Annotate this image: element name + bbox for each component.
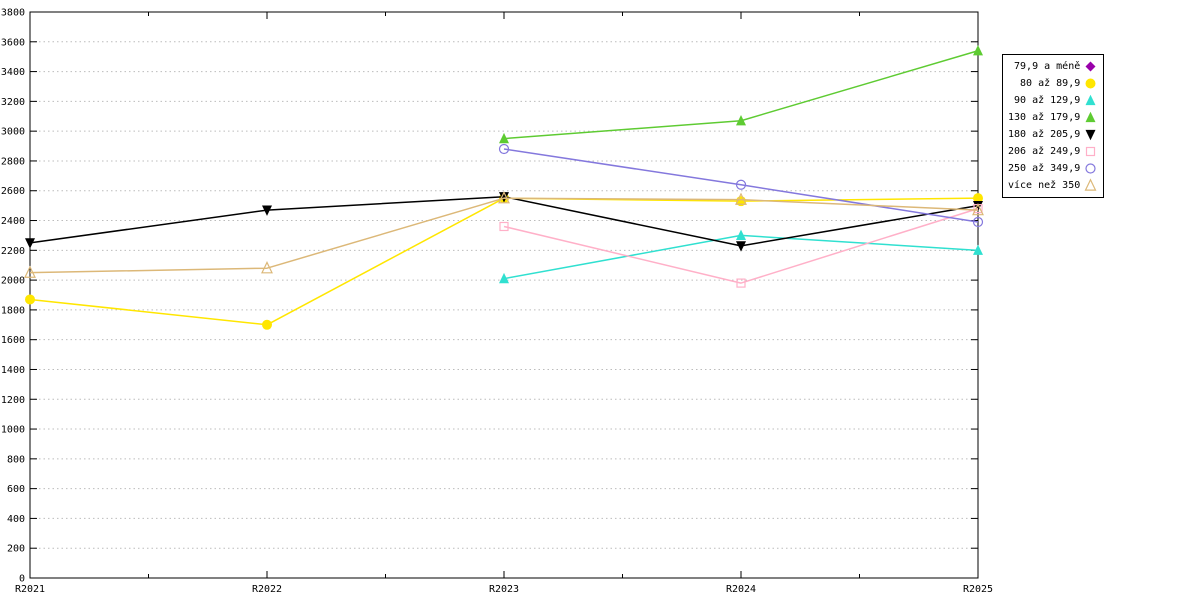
legend-label: 90 až 129,9 bbox=[1014, 95, 1081, 106]
legend-label: 180 až 205,9 bbox=[1008, 129, 1081, 140]
series-line bbox=[503, 148, 979, 223]
series-line bbox=[503, 207, 979, 284]
y-tick-label: 2600 bbox=[1, 186, 25, 197]
y-tick-label: 800 bbox=[7, 454, 25, 465]
marker-triangle-down-filled bbox=[736, 241, 746, 252]
series-line bbox=[29, 197, 979, 274]
y-tick-label: 2400 bbox=[1, 216, 25, 227]
marker-circle-open bbox=[1085, 163, 1096, 174]
marker-triangle-down-filled bbox=[499, 192, 509, 203]
y-tick-label: 1200 bbox=[1, 395, 25, 406]
marker-triangle-filled bbox=[499, 272, 509, 284]
legend-marker bbox=[1084, 178, 1097, 191]
legend-marker bbox=[1085, 78, 1096, 89]
marker-triangle-filled bbox=[736, 114, 746, 126]
legend-marker bbox=[1085, 61, 1096, 72]
marker-triangle-open bbox=[972, 202, 984, 216]
marker-triangle-filled bbox=[1085, 94, 1096, 106]
legend-marker bbox=[1085, 163, 1096, 174]
marker-circle-filled bbox=[262, 319, 272, 330]
x-tick-label: R2022 bbox=[252, 584, 282, 595]
y-tick-label: 3600 bbox=[1, 37, 25, 48]
y-tick-label: 2800 bbox=[1, 156, 25, 167]
marker-triangle-filled bbox=[973, 44, 983, 56]
legend-item: 130 až 179,9 bbox=[1008, 109, 1098, 126]
legend-marker bbox=[1085, 111, 1096, 123]
marker-diamond-filled bbox=[1085, 61, 1096, 72]
legend-item: 79,9 a méně bbox=[1008, 58, 1098, 75]
y-tick-label: 1800 bbox=[1, 305, 25, 316]
y-tick-label: 3800 bbox=[1, 8, 25, 19]
y-tick-label: 400 bbox=[7, 514, 25, 525]
marker-triangle-filled bbox=[1085, 111, 1096, 123]
y-tick-label: 0 bbox=[19, 574, 25, 585]
legend-label: 250 až 349,9 bbox=[1008, 163, 1081, 174]
marker-triangle-down-filled bbox=[262, 205, 272, 216]
y-tick-label: 3000 bbox=[1, 127, 25, 138]
marker-triangle-filled bbox=[736, 229, 746, 241]
y-tick-label: 1400 bbox=[1, 365, 25, 376]
legend-marker bbox=[1086, 146, 1096, 157]
x-tick-label: R2023 bbox=[489, 584, 519, 595]
series-line bbox=[503, 50, 979, 140]
y-tick-label: 200 bbox=[7, 544, 25, 555]
legend-label: více než 350 bbox=[1008, 180, 1081, 191]
marker-triangle-down-filled bbox=[973, 201, 983, 212]
legend-item: 90 až 129,9 bbox=[1008, 92, 1098, 109]
marker-square-open bbox=[1086, 146, 1096, 157]
legend-item: 206 až 249,9 bbox=[1008, 143, 1098, 160]
y-tick-label: 2000 bbox=[1, 276, 25, 287]
series-line bbox=[29, 197, 979, 326]
legend-label: 80 až 89,9 bbox=[1020, 78, 1081, 89]
marker-circle-open bbox=[498, 143, 510, 155]
marker-triangle-filled bbox=[973, 244, 983, 255]
legend-item: 180 až 205,9 bbox=[1008, 126, 1098, 143]
marker-triangle-down-filled bbox=[25, 238, 35, 249]
marker-circle-open bbox=[972, 216, 984, 228]
marker-triangle-down-filled bbox=[1085, 129, 1096, 141]
legend-label: 79,9 a méně bbox=[1014, 61, 1081, 72]
marker-square-open bbox=[499, 221, 509, 232]
marker-circle-filled bbox=[1085, 78, 1096, 89]
marker-triangle-open bbox=[1084, 178, 1097, 191]
marker-square-open bbox=[736, 278, 746, 288]
y-tick-label: 1600 bbox=[1, 335, 25, 346]
legend-marker bbox=[1085, 129, 1096, 141]
y-tick-label: 3400 bbox=[1, 67, 25, 78]
legend-label: 130 až 179,9 bbox=[1008, 112, 1081, 123]
marker-triangle-open bbox=[24, 265, 36, 278]
marker-circle-filled bbox=[25, 294, 35, 305]
plot-border bbox=[29, 11, 979, 579]
y-tick-label: 3200 bbox=[1, 97, 25, 108]
x-tick-label: R2021 bbox=[15, 584, 45, 595]
x-tick-label: R2024 bbox=[726, 584, 756, 595]
legend-item: více než 350 bbox=[1008, 177, 1098, 194]
x-tick-label: R2025 bbox=[963, 584, 993, 595]
marker-triangle-filled bbox=[499, 132, 509, 144]
legend: 79,9 a méně 80 až 89,9 90 až 129,9 130 až 1… bbox=[1002, 54, 1105, 198]
y-tick-label: 600 bbox=[7, 484, 25, 495]
marker-triangle-open bbox=[261, 261, 273, 274]
y-tick-label: 1000 bbox=[1, 425, 25, 436]
legend-marker bbox=[1085, 94, 1096, 106]
marker-circle-filled bbox=[973, 193, 983, 204]
legend-label: 206 až 249,9 bbox=[1008, 146, 1081, 157]
marker-circle-open bbox=[735, 179, 747, 190]
legend-item: 250 až 349,9 bbox=[1008, 160, 1098, 177]
legend-item: 80 až 89,9 bbox=[1008, 75, 1098, 92]
y-tick-label: 2200 bbox=[1, 246, 25, 257]
marker-triangle-open bbox=[498, 191, 510, 204]
marker-triangle-open bbox=[735, 192, 747, 205]
